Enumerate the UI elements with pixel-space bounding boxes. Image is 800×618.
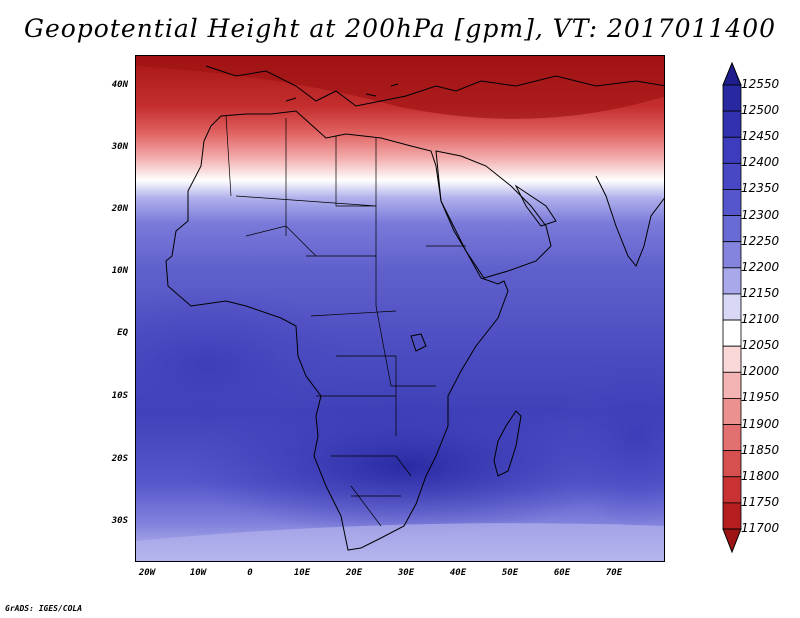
colorbar-cell: [722, 398, 742, 425]
lon-label-50e: 50E: [501, 568, 519, 578]
colorbar-cell: [722, 476, 742, 504]
colorbar-level-label: 12350: [741, 181, 780, 196]
lat-label-10n: 10N: [111, 266, 128, 276]
lon-label-20e: 20E: [345, 568, 363, 578]
colorbar-cell: [722, 450, 742, 478]
lon-label-30e: 30E: [397, 568, 415, 578]
lat-label-30n: 30N: [111, 142, 128, 152]
colorbar-cell: [722, 110, 742, 138]
field-trough-south: [186, 396, 626, 536]
colorbar-level-label: 11850: [741, 442, 780, 457]
field-low-east: [556, 346, 664, 526]
lon-label-10e: 10E: [293, 568, 311, 578]
colorbar-cells: [722, 84, 742, 530]
africa-coast: [165, 110, 509, 551]
colorbar-level-label: 11750: [741, 494, 780, 509]
colorbar-cell: [722, 162, 742, 190]
colorbar-cell: [722, 136, 742, 164]
lat-label-10s: 10S: [111, 391, 128, 401]
colorbar-level-label: 12550: [741, 77, 780, 91]
lat-label-20n: 20N: [111, 204, 128, 214]
lake-victoria: [410, 333, 427, 352]
map-panel: [135, 55, 665, 562]
india-coast: [595, 175, 664, 267]
colorbar-cell: [722, 267, 742, 295]
colorbar-level-label: 11800: [741, 468, 780, 483]
grads-credit: GrADS: IGES/COLA: [5, 604, 83, 613]
colorbar-level-label: 12400: [741, 155, 780, 170]
lat-label-40n: 40N: [111, 80, 128, 90]
colorbar-level-label: 12150: [741, 285, 780, 300]
colorbar-cell: [722, 84, 742, 112]
colorbar-cell: [722, 293, 742, 321]
lat-label-eq: EQ: [117, 328, 128, 338]
persian-gulf: [514, 184, 557, 227]
colorbar-level-label: 12250: [741, 233, 780, 248]
lon-label-10w: 10W: [189, 568, 207, 578]
colorbar-level-label: 12050: [741, 338, 780, 353]
colorbar-level-label: 12100: [741, 312, 780, 327]
lat-label-30s: 30S: [111, 516, 128, 526]
colorbar-level-label: 11700: [741, 521, 780, 535]
colorbar-cell: [722, 502, 742, 530]
map-title: Geopotential Height at 200hPa [gpm], VT:…: [23, 14, 777, 43]
colorbar-cell: [722, 215, 742, 243]
colorbar: [722, 61, 742, 554]
country-borders: [225, 115, 466, 527]
colorbar-level-label: 12200: [741, 259, 780, 274]
coastlines: [165, 65, 664, 551]
lon-label-0: 0: [247, 568, 253, 578]
colorbar-cell: [722, 241, 742, 269]
madagascar: [493, 410, 522, 477]
colorbar-cell: [722, 319, 742, 347]
colorbar-level-label: 12500: [741, 103, 780, 118]
colorbar-cell: [722, 189, 742, 216]
colorbar-top-arrow: [722, 61, 742, 86]
colorbar-level-label: 11900: [741, 416, 780, 431]
colorbar-cell: [722, 424, 742, 452]
europe-coast: [205, 65, 664, 107]
mediterranean-islands: [285, 83, 399, 102]
lon-label-20w: 20W: [138, 568, 156, 578]
geopotential-field: [136, 56, 664, 561]
colorbar-level-label: 12000: [741, 364, 780, 379]
field-south-edge: [136, 523, 664, 561]
arabia: [435, 150, 552, 279]
colorbar-cell: [722, 345, 742, 373]
lon-label-60e: 60E: [553, 568, 571, 578]
lon-label-40e: 40E: [449, 568, 467, 578]
lat-label-20s: 20S: [111, 454, 128, 464]
colorbar-bottom-arrow: [722, 528, 742, 554]
colorbar-level-label: 12450: [741, 129, 780, 144]
colorbar-cell: [722, 371, 742, 399]
colorbar-level-label: 12300: [741, 207, 780, 222]
lon-label-70e: 70E: [605, 568, 623, 578]
colorbar-level-label: 11950: [741, 390, 780, 405]
